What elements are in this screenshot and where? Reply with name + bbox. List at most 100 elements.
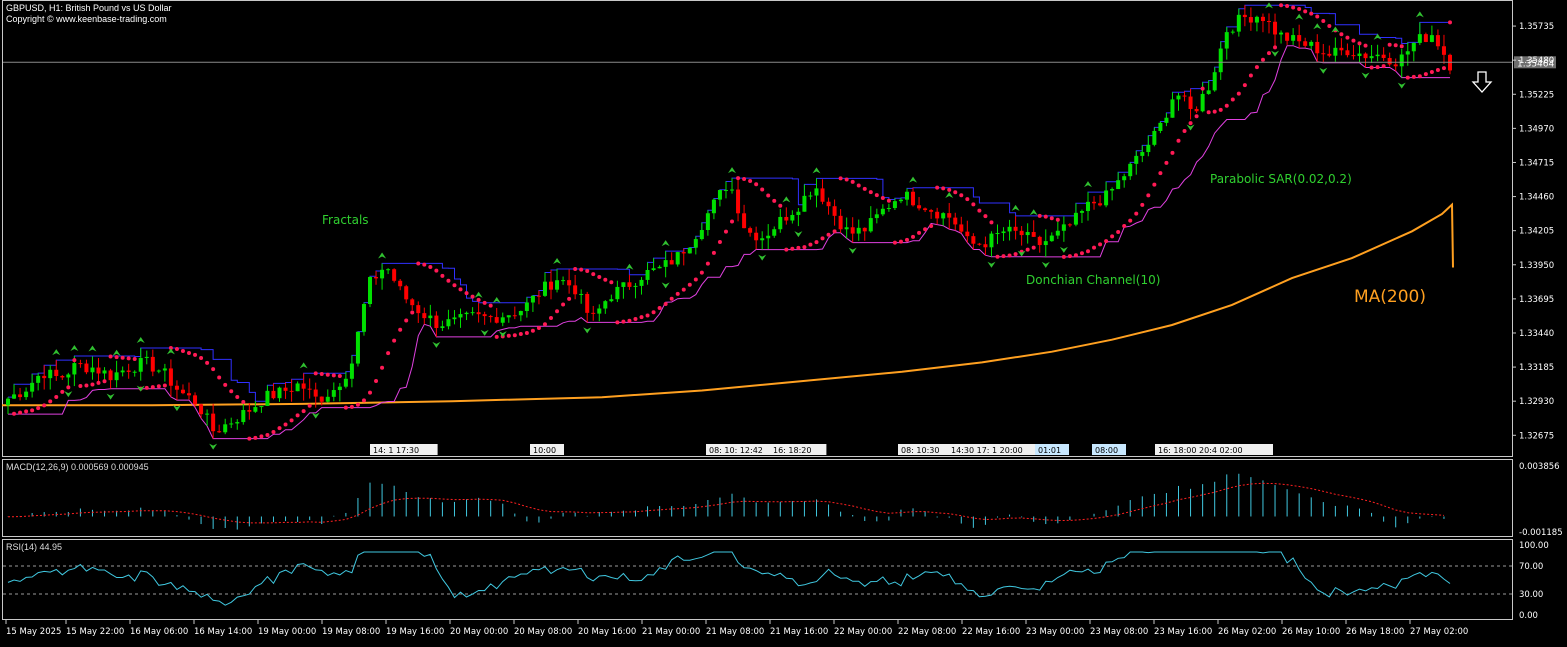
sar-dot (54, 395, 58, 399)
candle-body (78, 363, 82, 364)
sar-dot (754, 182, 758, 186)
candle-body (1038, 237, 1042, 245)
sar-dot (1243, 83, 1247, 87)
sar-dot (555, 309, 559, 313)
candle-body (344, 379, 348, 387)
sar-dot (748, 179, 752, 183)
sar-dot (561, 303, 565, 307)
fractal-down-arrow (432, 342, 440, 348)
candle-body (899, 200, 903, 201)
sar-dot (386, 351, 390, 355)
sar-dot (151, 385, 155, 389)
candle-body (398, 281, 402, 286)
sar-dot (899, 240, 903, 244)
candle-body (434, 316, 438, 328)
candle-body (1345, 50, 1349, 55)
candle-body (193, 395, 197, 404)
candle-body (917, 205, 921, 208)
y-tick-label: 1.35735 (1519, 22, 1554, 32)
candle-body (392, 269, 396, 281)
sar-dot (863, 187, 867, 191)
sar-dot (1183, 129, 1187, 133)
candle-body (1056, 231, 1060, 236)
sar-dot (1195, 114, 1199, 118)
candle-body (1297, 35, 1301, 41)
fractal-down-arrow (987, 262, 995, 268)
candle-body (72, 363, 76, 374)
candle-body (253, 407, 257, 412)
candle-body (1376, 55, 1380, 56)
rsi-panel-frame (3, 540, 1513, 620)
x-tick-label: 23 May 16:00 (1154, 627, 1212, 637)
candle-body (971, 236, 975, 244)
sar-dot (1327, 24, 1331, 28)
donchian-channel-label: Donchian Channel(10) (1026, 273, 1160, 287)
sar-dot (1406, 76, 1410, 80)
sar-dot (851, 180, 855, 184)
ma200-line (2, 205, 1453, 406)
sar-dot (48, 399, 52, 403)
candle-body (48, 370, 52, 378)
candle-body (760, 238, 764, 240)
sar-dot (440, 274, 444, 278)
x-tick-label: 22 May 16:00 (962, 627, 1020, 637)
sar-dot (790, 247, 794, 251)
sar-dot (1303, 9, 1307, 13)
sar-dot (495, 335, 499, 339)
candle-body (1170, 99, 1174, 117)
x-tick-label: 20 May 00:00 (450, 627, 508, 637)
candle-body (784, 217, 788, 221)
fractal-up-arrow (1084, 181, 1092, 187)
candle-body (688, 248, 692, 254)
candle-body (857, 228, 861, 234)
macd-signal-line (8, 483, 1444, 523)
candle-body (1213, 72, 1217, 90)
sar-dot (640, 315, 644, 319)
candle-body (1152, 131, 1156, 145)
candle-body (1086, 202, 1090, 211)
sar-dot (549, 316, 553, 320)
candle-body (1261, 17, 1265, 21)
sar-dot (175, 347, 179, 351)
sar-dot (833, 229, 837, 233)
sar-dot (12, 412, 16, 416)
sar-dot (320, 372, 324, 376)
sar-dot (1104, 239, 1108, 243)
sar-dot (507, 334, 511, 338)
candle-body (386, 269, 390, 270)
candle-body (1020, 231, 1024, 235)
sar-dot (947, 188, 951, 192)
sar-dot (881, 196, 885, 200)
candle-body (115, 372, 119, 380)
candle-body (790, 215, 794, 221)
candle-body (489, 316, 493, 317)
sar-dot (1357, 41, 1361, 45)
candle-body (326, 397, 330, 402)
x-tick-label: 23 May 08:00 (1090, 627, 1148, 637)
sar-dot (917, 231, 921, 235)
sar-dot (1207, 110, 1211, 114)
candle-body (597, 309, 601, 314)
candle-body (241, 410, 245, 422)
sar-dot (1291, 6, 1295, 10)
sell-arrow-icon (1473, 72, 1491, 92)
fractal-up-arrow (52, 349, 60, 355)
candle-body (839, 216, 843, 229)
sar-dot (646, 313, 650, 317)
sar-dot (857, 184, 861, 188)
candle-body (410, 299, 414, 305)
candle-body (1074, 213, 1078, 225)
y-tick-label: 1.34970 (1519, 124, 1554, 134)
candle-body (1418, 34, 1422, 43)
candle-body (567, 280, 571, 285)
fractal-up-arrow (553, 258, 561, 264)
fractal-up-arrow (167, 348, 175, 354)
candle-body (543, 282, 547, 296)
sar-dot (84, 384, 88, 388)
candle-body (133, 372, 137, 373)
sar-dot (127, 356, 131, 360)
candle-body (923, 208, 927, 210)
x-tick-label: 16 May 14:00 (194, 627, 252, 637)
